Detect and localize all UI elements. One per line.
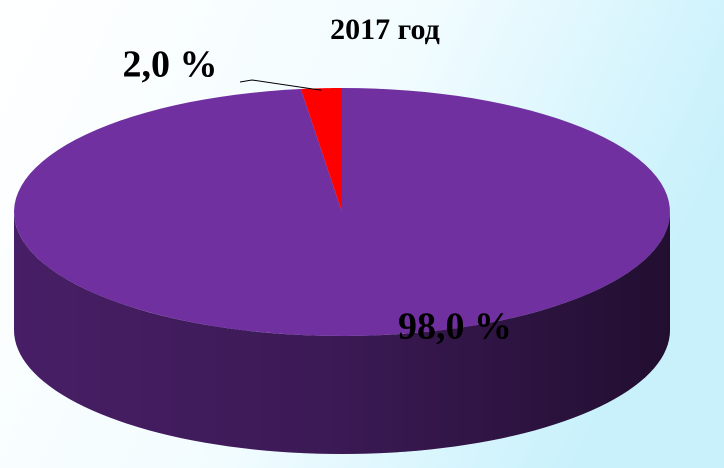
- data-label: 2,0 %: [123, 44, 218, 86]
- pie-side: [14, 212, 670, 454]
- chart-title: 2017 год: [330, 13, 440, 46]
- data-label: 98,0 %: [398, 306, 512, 348]
- side-shade: [14, 212, 670, 454]
- pie-top: [14, 88, 670, 336]
- pie-slice: [300, 88, 342, 212]
- pie-slice: [14, 88, 670, 336]
- leader-line: [239, 79, 322, 91]
